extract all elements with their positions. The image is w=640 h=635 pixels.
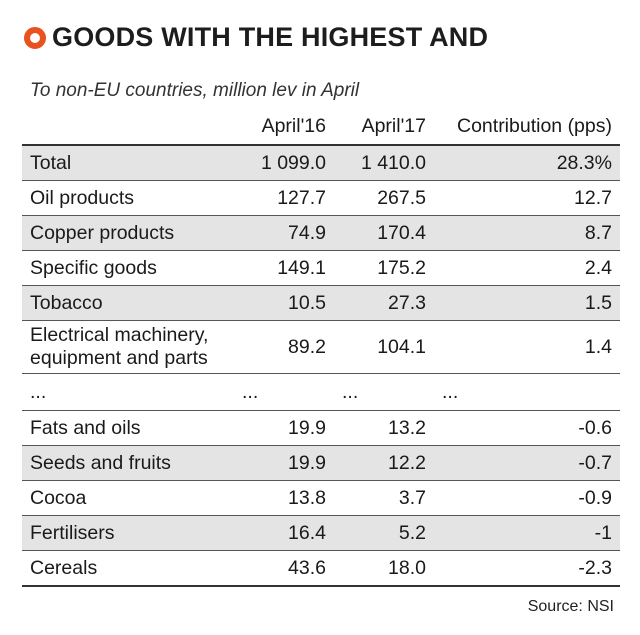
row-april16: 74.9 — [234, 215, 334, 251]
row-contribution: 8.7 — [434, 215, 620, 251]
table-row: Fats and oils 19.9 13.2 -0.6 — [22, 410, 620, 446]
row-april17: 18.0 — [334, 550, 434, 587]
data-table: April'16 April'17 Contribution (pps) Tot… — [22, 108, 620, 587]
row-april16: ... — [234, 373, 334, 411]
row-contribution: ... — [434, 373, 620, 411]
row-april17: 13.2 — [334, 410, 434, 446]
row-april17: ... — [334, 373, 434, 411]
row-contribution: 12.7 — [434, 180, 620, 216]
row-label: Cereals — [22, 550, 234, 587]
row-april16: 13.8 — [234, 480, 334, 516]
table-row: Copper products 74.9 170.4 8.7 — [22, 215, 620, 251]
row-contribution: -0.7 — [434, 445, 620, 481]
table-subtitle: To non-EU countries, million lev in Apri… — [30, 80, 360, 101]
row-label: Oil products — [22, 180, 234, 216]
row-label: Electrical machinery, equipment and part… — [22, 320, 234, 374]
row-april16: 10.5 — [234, 285, 334, 321]
row-april16: 89.2 — [234, 320, 334, 374]
table-row: Oil products 127.7 267.5 12.7 — [22, 180, 620, 216]
row-label: ... — [22, 373, 234, 411]
row-april16: 43.6 — [234, 550, 334, 587]
row-april16: 19.9 — [234, 445, 334, 481]
column-header-april17: April'17 — [361, 114, 426, 137]
table-row: Fertilisers 16.4 5.2 -1 — [22, 515, 620, 551]
table-row-total: Total 1 099.0 1 410.0 28.3% — [22, 144, 620, 181]
column-header-contribution: Contribution (pps) — [457, 114, 612, 137]
table-row: Seeds and fruits 19.9 12.2 -0.7 — [22, 445, 620, 481]
row-april17: 267.5 — [334, 180, 434, 216]
row-contribution: -2.3 — [434, 550, 620, 587]
row-april16: 149.1 — [234, 250, 334, 286]
row-april17: 5.2 — [334, 515, 434, 551]
row-april17: 104.1 — [334, 320, 434, 374]
row-april16: 1 099.0 — [234, 144, 334, 181]
table-row: Cocoa 13.8 3.7 -0.9 — [22, 480, 620, 516]
row-april16: 16.4 — [234, 515, 334, 551]
row-april16: 127.7 — [234, 180, 334, 216]
row-contribution: -0.6 — [434, 410, 620, 446]
row-april16: 19.9 — [234, 410, 334, 446]
row-april17: 27.3 — [334, 285, 434, 321]
row-label: Tobacco — [22, 285, 234, 321]
table-row: Tobacco 10.5 27.3 1.5 — [22, 285, 620, 321]
row-label: Copper products — [22, 215, 234, 251]
row-april17: 170.4 — [334, 215, 434, 251]
row-label: Specific goods — [22, 250, 234, 286]
page-title: GOODS WITH THE HIGHEST AND — [52, 22, 489, 52]
row-label: Total — [22, 144, 234, 181]
row-label: Seeds and fruits — [22, 445, 234, 481]
row-contribution: -1 — [434, 515, 620, 551]
row-april17: 3.7 — [334, 480, 434, 516]
row-contribution: 1.4 — [434, 320, 620, 374]
table-row: Cereals 43.6 18.0 -2.3 — [22, 550, 620, 587]
circle-bullet-icon — [24, 26, 46, 49]
row-label: Fertilisers — [22, 515, 234, 551]
source-note: Source: NSI — [527, 598, 614, 615]
header: GOODS WITH THE HIGHEST AND — [24, 22, 488, 53]
row-label: Cocoa — [22, 480, 234, 516]
row-contribution: -0.9 — [434, 480, 620, 516]
row-contribution: 2.4 — [434, 250, 620, 286]
row-contribution: 1.5 — [434, 285, 620, 321]
row-april17: 12.2 — [334, 445, 434, 481]
column-header-label — [22, 108, 234, 145]
table-row: Specific goods 149.1 175.2 2.4 — [22, 250, 620, 286]
table-header-row: April'16 April'17 Contribution (pps) — [22, 108, 620, 145]
table-row-ellipsis: ... ... ... ... — [22, 373, 620, 411]
row-april17: 1 410.0 — [334, 144, 434, 181]
row-april17: 175.2 — [334, 250, 434, 286]
row-label: Fats and oils — [22, 410, 234, 446]
table-row: Electrical machinery, equipment and part… — [22, 320, 620, 374]
column-header-april16: April'16 — [261, 114, 326, 137]
row-contribution: 28.3% — [434, 144, 620, 181]
